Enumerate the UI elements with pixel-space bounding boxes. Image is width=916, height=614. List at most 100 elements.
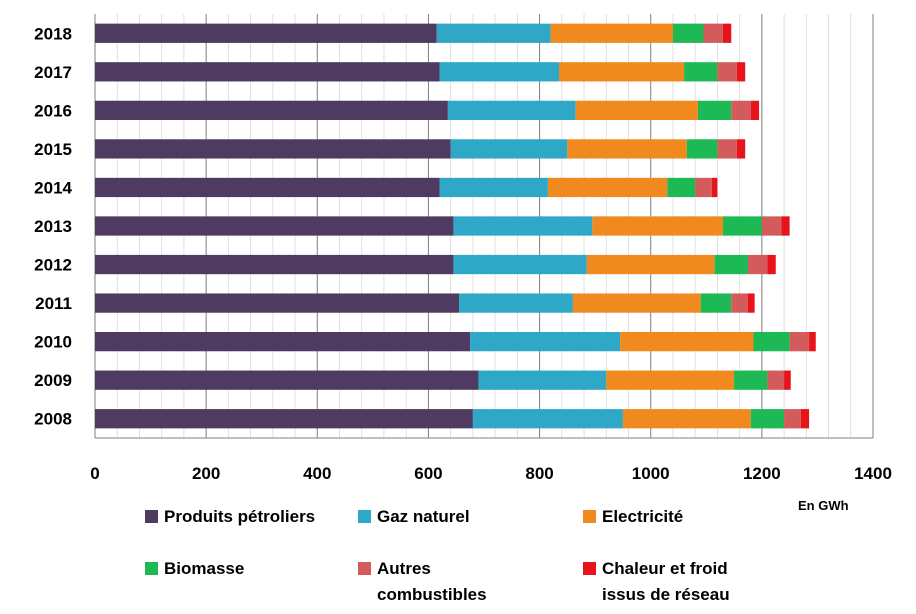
bar-segment	[717, 62, 737, 82]
bar-segment	[559, 62, 685, 82]
bar-segment	[567, 139, 687, 159]
bar-segment	[697, 100, 732, 120]
bar-segment	[453, 216, 593, 236]
bar-segment	[734, 370, 768, 390]
x-tick-label: 200	[192, 464, 220, 483]
y-tick-label: 2015	[34, 140, 72, 159]
legend: Produits pétroliers Gaz naturel Electricit…	[145, 507, 730, 604]
legend-label: Produits pétroliers	[164, 507, 315, 526]
bar-segment	[717, 139, 737, 159]
bar-segment	[731, 293, 748, 313]
bar-segment	[453, 254, 587, 275]
bar-segment	[95, 370, 479, 390]
y-tick-labels: 2018 2017 2016 2015 2014 2013 2012 2011 2010 2009…	[34, 24, 72, 428]
bar-segment	[750, 409, 785, 429]
bar-segment	[753, 332, 790, 352]
bar-segment	[761, 216, 782, 236]
legend-label: combustibles	[377, 585, 487, 604]
x-tick-label: 1400	[854, 464, 892, 483]
x-tick-label: 600	[414, 464, 442, 483]
bar-segment	[784, 370, 791, 390]
x-tick-label: 800	[525, 464, 553, 483]
bar-segment	[95, 139, 451, 159]
legend-swatch	[583, 510, 596, 523]
bar-segment	[458, 293, 573, 313]
legend-item: Chaleur et froid issus de réseau	[583, 559, 730, 604]
bar-segment	[767, 370, 785, 390]
y-tick-label: 2013	[34, 217, 72, 236]
bar-segment	[586, 254, 715, 275]
bar-segment	[547, 177, 668, 198]
legend-label: Electricité	[602, 507, 683, 526]
y-tick-label: 2008	[34, 410, 72, 429]
bar-segment	[470, 332, 621, 352]
bar-segment	[781, 216, 790, 236]
x-tick-label: 400	[303, 464, 331, 483]
bar-segment	[575, 100, 698, 120]
bar-segment	[439, 177, 548, 198]
legend-item: Electricité	[583, 507, 683, 526]
bar-segment	[731, 100, 751, 120]
bar-segment	[767, 254, 776, 275]
bar-segment	[447, 100, 576, 120]
legend-item: Biomasse	[145, 559, 244, 578]
y-tick-label: 2014	[34, 178, 72, 197]
bar-segment	[550, 23, 673, 43]
legend-swatch	[145, 562, 158, 575]
x-tick-label: 0	[90, 464, 99, 483]
legend-label: Biomasse	[164, 559, 244, 578]
y-tick-label: 2018	[34, 24, 72, 43]
bar-segment	[695, 177, 712, 198]
legend-label: Autres	[377, 559, 431, 578]
bar-segment	[672, 23, 704, 43]
bar-segment	[789, 332, 810, 352]
unit-label: En GWh	[798, 498, 849, 513]
bar-segment	[736, 62, 746, 82]
bar-segment	[784, 409, 801, 429]
bar-segment	[747, 254, 768, 275]
bar-segment	[572, 293, 701, 313]
legend-swatch	[583, 562, 596, 575]
bar-segment	[592, 216, 723, 236]
bar-segment	[95, 177, 440, 198]
bar-segment	[606, 370, 735, 390]
x-tick-label: 1000	[632, 464, 670, 483]
legend-label: Gaz naturel	[377, 507, 470, 526]
bar-segment	[703, 23, 723, 43]
legend-swatch	[358, 562, 371, 575]
bar-segment	[747, 293, 755, 313]
bar-segment	[450, 139, 568, 159]
bar-segment	[667, 177, 696, 198]
bar-segment	[722, 23, 732, 43]
bar-segment	[686, 139, 718, 159]
bar-segment	[95, 332, 471, 352]
bar-segment	[714, 254, 748, 275]
bar-segment	[722, 216, 762, 236]
y-tick-label: 2016	[34, 101, 72, 120]
bar-segment	[436, 23, 551, 43]
bar-segment	[95, 409, 473, 429]
bar-segment	[800, 409, 810, 429]
bar-segment	[472, 409, 623, 429]
legend-item: Autres combustibles	[358, 559, 487, 604]
bar-segment	[439, 62, 560, 82]
x-tick-label: 1200	[743, 464, 781, 483]
legend-label: issus de réseau	[602, 585, 730, 604]
bar-segment	[95, 62, 440, 82]
legend-item: Produits pétroliers	[145, 507, 315, 526]
bar-segment	[622, 409, 751, 429]
x-tick-labels: 0 200 400 600 800 1000 1200 1400	[90, 464, 892, 483]
bars	[95, 23, 816, 429]
y-tick-label: 2017	[34, 63, 72, 82]
legend-label: Chaleur et froid	[602, 559, 728, 578]
legend-swatch	[358, 510, 371, 523]
bar-segment	[95, 216, 454, 236]
bar-segment	[478, 370, 607, 390]
y-tick-label: 2011	[35, 294, 72, 313]
bar-segment	[711, 177, 718, 198]
bar-segment	[95, 254, 454, 275]
bar-segment	[95, 23, 437, 43]
bar-segment	[809, 332, 816, 352]
bar-segment	[620, 332, 754, 352]
